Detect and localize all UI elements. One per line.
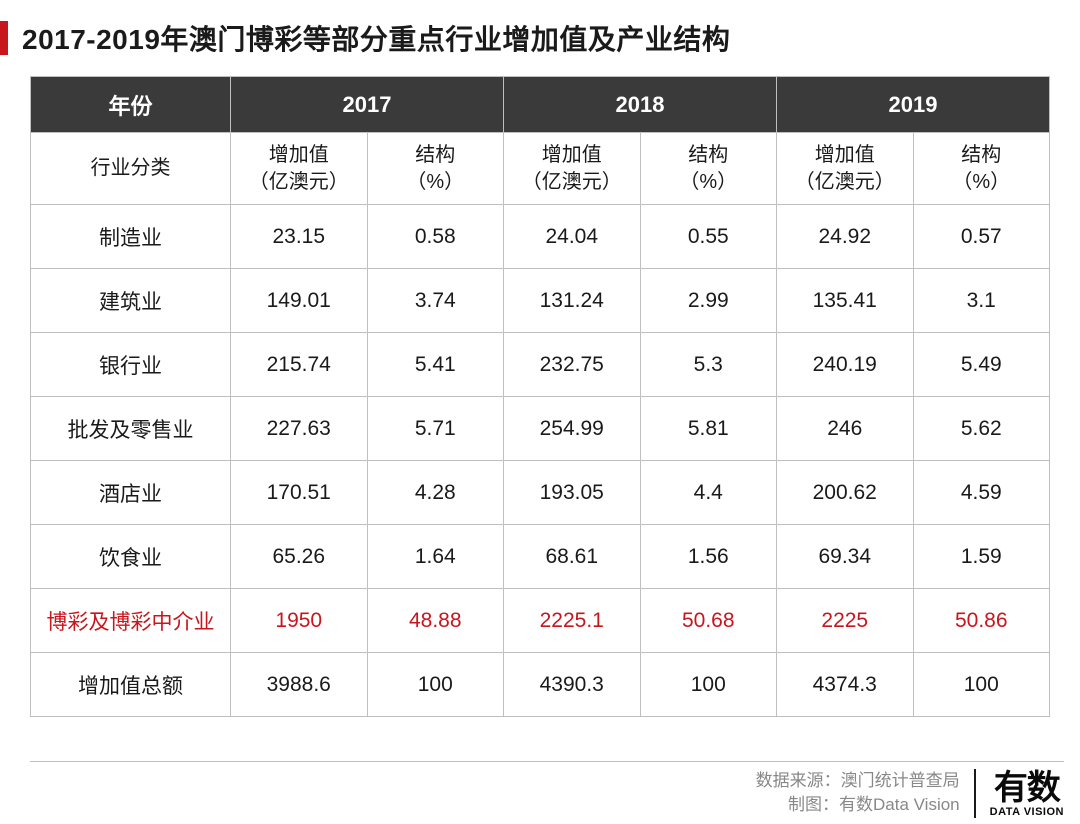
cell-p2019: 5.62 — [913, 397, 1050, 461]
row-label: 增加值总额 — [31, 653, 231, 717]
cell-v2019: 24.92 — [777, 205, 914, 269]
cell-p2019: 100 — [913, 653, 1050, 717]
cell-p2019: 5.49 — [913, 333, 1050, 397]
cell-v2019: 4374.3 — [777, 653, 914, 717]
footer-credits: 数据来源：澳门统计普查局 制图：有数Data Vision — [756, 769, 976, 818]
cell-p2019: 50.86 — [913, 589, 1050, 653]
source-label: 数据来源： — [756, 771, 841, 790]
table-body: 制造业23.150.5824.040.5524.920.57建筑业149.013… — [31, 205, 1050, 717]
cell-p2017: 3.74 — [367, 269, 504, 333]
cell-v2017: 65.26 — [231, 525, 368, 589]
cell-p2017: 48.88 — [367, 589, 504, 653]
industry-table: 年份 2017 2018 2019 行业分类 增加值（亿澳元） 结构（%） 增加… — [30, 76, 1050, 717]
cell-p2017: 5.41 — [367, 333, 504, 397]
cell-p2017: 0.58 — [367, 205, 504, 269]
cell-v2018: 68.61 — [504, 525, 641, 589]
brand-en: DATA VISION — [990, 807, 1064, 818]
cell-v2017: 3988.6 — [231, 653, 368, 717]
sub-value-2019: 增加值（亿澳元） — [777, 133, 914, 205]
footer: 数据来源：澳门统计普查局 制图：有数Data Vision 有数 DATA VI… — [756, 769, 1064, 818]
year-2018-header: 2018 — [504, 77, 777, 133]
sub-pct-2018: 结构（%） — [640, 133, 777, 205]
table-row: 饮食业65.261.6468.611.5669.341.59 — [31, 525, 1050, 589]
category-label-header: 行业分类 — [31, 133, 231, 205]
cell-p2019: 3.1 — [913, 269, 1050, 333]
table-container: 年份 2017 2018 2019 行业分类 增加值（亿澳元） 结构（%） 增加… — [0, 76, 1080, 717]
cell-p2018: 5.81 — [640, 397, 777, 461]
cell-v2018: 4390.3 — [504, 653, 641, 717]
cell-p2018: 0.55 — [640, 205, 777, 269]
year-label-header: 年份 — [31, 77, 231, 133]
cell-v2019: 2225 — [777, 589, 914, 653]
cell-v2019: 200.62 — [777, 461, 914, 525]
row-label: 酒店业 — [31, 461, 231, 525]
cell-v2017: 149.01 — [231, 269, 368, 333]
cell-p2018: 1.56 — [640, 525, 777, 589]
brand-logo: 有数 DATA VISION — [990, 771, 1064, 818]
table-row: 制造业23.150.5824.040.5524.920.57 — [31, 205, 1050, 269]
cell-p2019: 1.59 — [913, 525, 1050, 589]
footer-divider — [30, 761, 1064, 762]
cell-v2019: 69.34 — [777, 525, 914, 589]
cell-p2019: 4.59 — [913, 461, 1050, 525]
cell-p2017: 100 — [367, 653, 504, 717]
cell-v2018: 254.99 — [504, 397, 641, 461]
sub-pct-2017: 结构（%） — [367, 133, 504, 205]
row-label: 饮食业 — [31, 525, 231, 589]
year-2019-header: 2019 — [777, 77, 1050, 133]
cell-v2018: 24.04 — [504, 205, 641, 269]
title-bar: 2017-2019年澳门博彩等部分重点行业增加值及产业结构 — [0, 0, 1080, 76]
cell-p2018: 4.4 — [640, 461, 777, 525]
cell-v2017: 1950 — [231, 589, 368, 653]
cell-p2019: 0.57 — [913, 205, 1050, 269]
credit-label: 制图： — [788, 795, 839, 814]
cell-v2019: 135.41 — [777, 269, 914, 333]
cell-v2018: 232.75 — [504, 333, 641, 397]
credit-value: 有数Data Vision — [839, 795, 960, 814]
table-row: 银行业215.745.41232.755.3240.195.49 — [31, 333, 1050, 397]
page-title: 2017-2019年澳门博彩等部分重点行业增加值及产业结构 — [22, 18, 730, 58]
row-label: 建筑业 — [31, 269, 231, 333]
row-label: 银行业 — [31, 333, 231, 397]
cell-p2017: 5.71 — [367, 397, 504, 461]
source-line: 数据来源：澳门统计普查局 — [756, 769, 960, 794]
table-row: 建筑业149.013.74131.242.99135.413.1 — [31, 269, 1050, 333]
table-row: 批发及零售业227.635.71254.995.812465.62 — [31, 397, 1050, 461]
cell-p2018: 50.68 — [640, 589, 777, 653]
cell-v2017: 215.74 — [231, 333, 368, 397]
table-header-sub: 行业分类 增加值（亿澳元） 结构（%） 增加值（亿澳元） 结构（%） 增加值（亿… — [31, 133, 1050, 205]
cell-p2018: 5.3 — [640, 333, 777, 397]
sub-pct-2019: 结构（%） — [913, 133, 1050, 205]
cell-p2018: 100 — [640, 653, 777, 717]
table-row: 增加值总额3988.61004390.31004374.3100 — [31, 653, 1050, 717]
cell-v2018: 193.05 — [504, 461, 641, 525]
row-label: 批发及零售业 — [31, 397, 231, 461]
cell-v2017: 23.15 — [231, 205, 368, 269]
cell-v2019: 240.19 — [777, 333, 914, 397]
row-label: 制造业 — [31, 205, 231, 269]
cell-v2018: 2225.1 — [504, 589, 641, 653]
year-2017-header: 2017 — [231, 77, 504, 133]
table-row: 博彩及博彩中介业195048.882225.150.68222550.86 — [31, 589, 1050, 653]
credit-line: 制图：有数Data Vision — [756, 793, 960, 818]
cell-p2017: 1.64 — [367, 525, 504, 589]
title-accent-bar — [0, 21, 8, 55]
brand-cn: 有数 — [994, 771, 1060, 805]
table-header-years: 年份 2017 2018 2019 — [31, 77, 1050, 133]
cell-p2017: 4.28 — [367, 461, 504, 525]
cell-v2017: 170.51 — [231, 461, 368, 525]
sub-value-2018: 增加值（亿澳元） — [504, 133, 641, 205]
sub-value-2017: 增加值（亿澳元） — [231, 133, 368, 205]
source-value: 澳门统计普查局 — [841, 771, 960, 790]
cell-v2017: 227.63 — [231, 397, 368, 461]
cell-p2018: 2.99 — [640, 269, 777, 333]
cell-v2018: 131.24 — [504, 269, 641, 333]
table-row: 酒店业170.514.28193.054.4200.624.59 — [31, 461, 1050, 525]
cell-v2019: 246 — [777, 397, 914, 461]
row-label: 博彩及博彩中介业 — [31, 589, 231, 653]
